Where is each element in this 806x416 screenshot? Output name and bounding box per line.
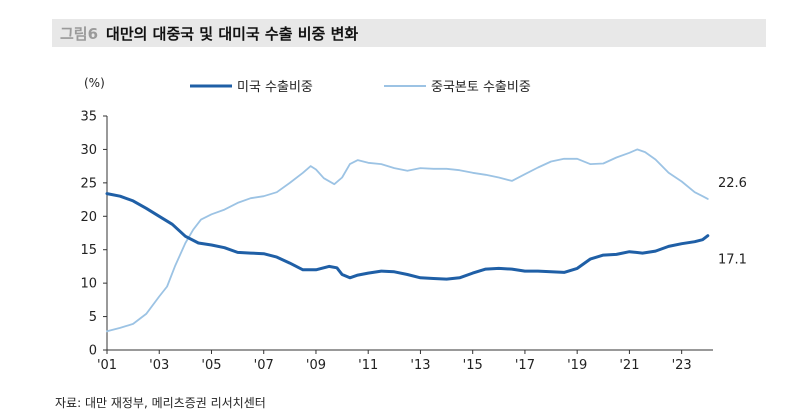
y-tick-label: 30 xyxy=(80,143,97,158)
figure-number: 그림6 xyxy=(60,24,99,43)
y-tick-label: 5 xyxy=(89,310,97,325)
y-tick-label: 20 xyxy=(80,210,97,225)
y-tick-label: 0 xyxy=(89,344,97,359)
x-tick-label: '09 xyxy=(306,358,326,373)
x-tick-label: '01 xyxy=(97,358,117,373)
end-labels: 17.1 22.6 xyxy=(718,176,747,268)
x-tick-label: '05 xyxy=(201,358,221,373)
figure-title: 대만의 대중국 및 대미국 수출 비중 변화 xyxy=(106,24,359,43)
x-tick-label: '07 xyxy=(254,358,274,373)
series-line xyxy=(106,148,709,333)
x-tick-label: '21 xyxy=(619,358,639,373)
legend-label: 미국 수출비중 xyxy=(237,80,313,95)
axes: 0 5 10 15 20 25 30 35 '01 '03 '05 '07 '09 '11 '13 '15 '1… xyxy=(80,110,713,373)
figure-title-bar: 그림6 대만의 대중국 및 대미국 수출 비중 변화 xyxy=(52,19,766,47)
legend: 미국 수출비중 중국본토 수출비중 xyxy=(190,80,531,95)
series-layer xyxy=(105,148,710,333)
legend-label: 중국본토 수출비중 xyxy=(431,80,531,95)
x-tick-label: '11 xyxy=(358,358,378,373)
y-tick-label: 35 xyxy=(80,110,97,125)
y-tick-label: 10 xyxy=(80,277,97,292)
y-tick-label: 25 xyxy=(80,176,97,191)
y-tick-label: 15 xyxy=(80,243,97,258)
source-note: 자료: 대만 재정부, 메리츠증권 리서치센터 xyxy=(55,396,266,410)
line-chart: (%) 미국 수출비중 중국본토 수출비중 0 5 10 15 20 25 30 35 '01 '0… xyxy=(80,76,747,373)
x-tick-label: '23 xyxy=(672,358,692,373)
x-tick-label: '03 xyxy=(149,358,169,373)
x-tick-label: '15 xyxy=(463,358,483,373)
x-tick-label: '19 xyxy=(567,358,587,373)
x-tick-label: '17 xyxy=(515,358,535,373)
series-end-label: 17.1 xyxy=(718,253,747,268)
series-line xyxy=(105,192,710,281)
y-unit-label: (%) xyxy=(84,76,105,90)
x-tick-label: '13 xyxy=(410,358,430,373)
series-end-label: 22.6 xyxy=(718,176,747,191)
